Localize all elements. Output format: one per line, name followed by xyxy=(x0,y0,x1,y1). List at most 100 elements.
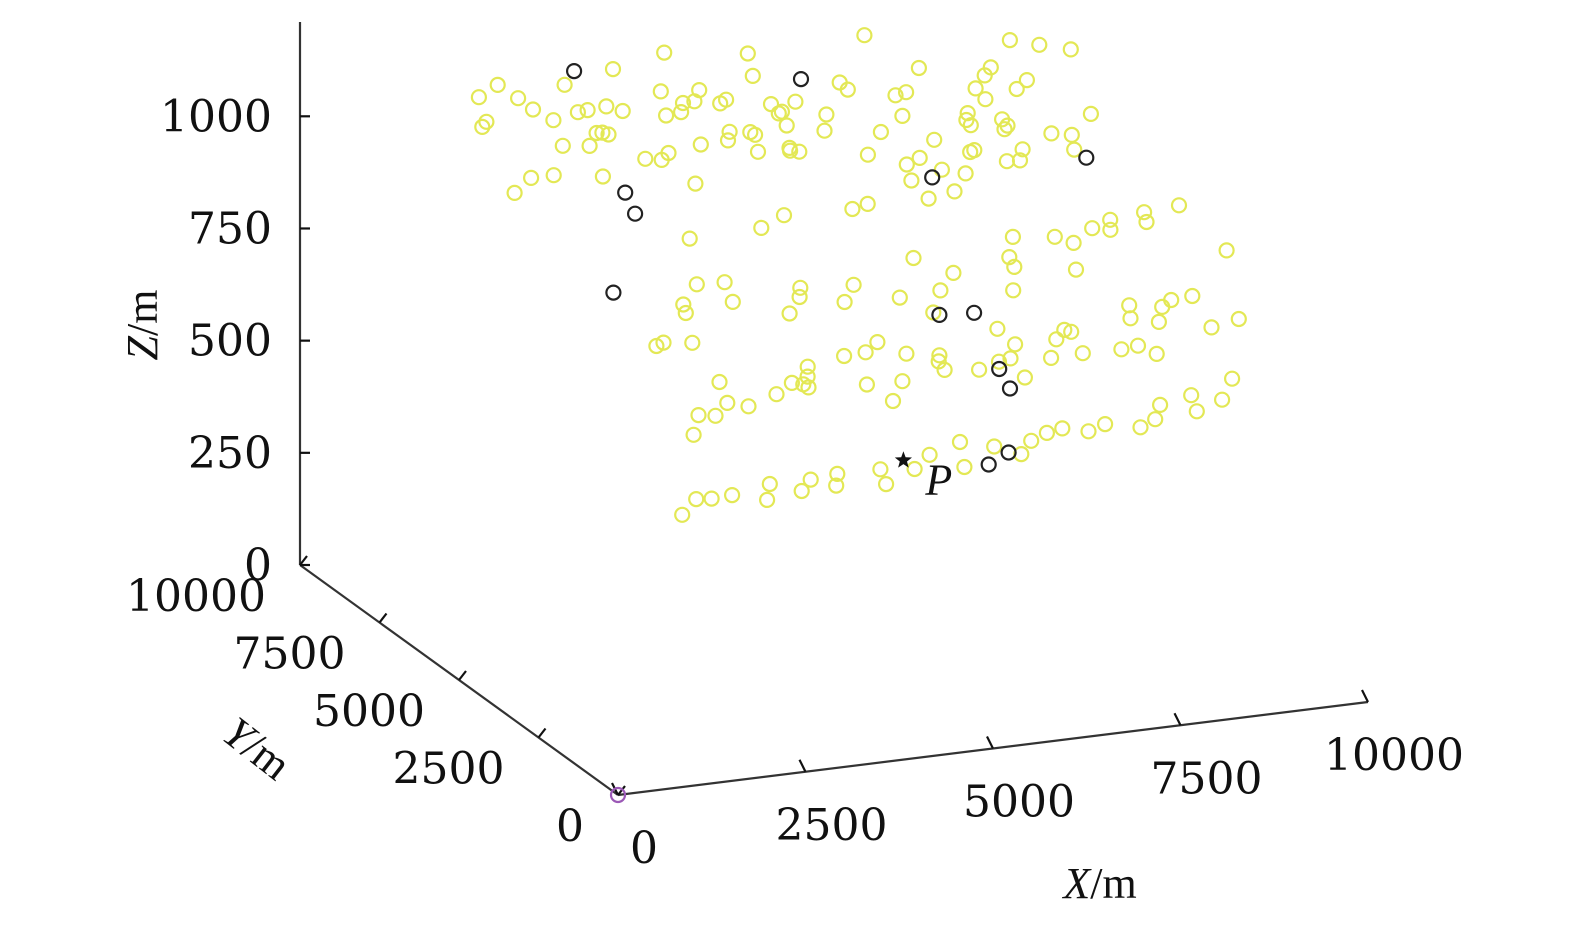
data-point xyxy=(924,169,941,186)
x-tick-mark xyxy=(1361,689,1369,703)
data-point xyxy=(1001,31,1019,49)
data-point xyxy=(773,103,791,120)
data-point xyxy=(793,482,810,500)
z-tick-label: 500 xyxy=(188,316,272,367)
tick-marks xyxy=(299,115,1369,796)
data-point xyxy=(844,200,861,218)
data-point xyxy=(684,334,701,351)
data-point xyxy=(1004,228,1022,245)
data-point xyxy=(856,27,873,44)
data-point xyxy=(993,111,1011,128)
data-point xyxy=(724,293,741,310)
data-point xyxy=(989,320,1006,337)
data-point xyxy=(690,407,707,424)
data-point xyxy=(762,95,780,113)
x-tick-label: 0 xyxy=(630,823,658,874)
data-point xyxy=(1183,387,1200,404)
data-point xyxy=(818,106,835,123)
data-point xyxy=(957,165,974,182)
data-point xyxy=(966,142,983,159)
data-point xyxy=(489,76,506,94)
data-point xyxy=(1170,197,1188,214)
y-tick-mark xyxy=(458,670,467,681)
data-point xyxy=(474,118,491,136)
data-point xyxy=(905,249,922,267)
data-point xyxy=(958,111,975,129)
z-tick-label: 0 xyxy=(244,540,272,591)
data-point xyxy=(677,304,694,322)
data-point xyxy=(1138,213,1155,231)
data-point xyxy=(609,786,627,804)
data-point xyxy=(781,142,799,159)
z-tick-label: 750 xyxy=(188,203,272,254)
y-tick-mark xyxy=(299,555,308,566)
data-point xyxy=(1218,242,1235,259)
data-point xyxy=(588,124,605,142)
data-point xyxy=(758,491,776,508)
z-axis-title-var: Z xyxy=(118,335,167,360)
data-point xyxy=(998,153,1016,170)
data-point xyxy=(1150,313,1168,330)
y-tick-mark xyxy=(378,612,388,624)
data-point xyxy=(506,184,523,201)
data-point xyxy=(956,458,973,476)
data-point xyxy=(744,67,761,85)
data-point xyxy=(959,104,976,122)
data-point xyxy=(1005,282,1022,299)
data-point xyxy=(872,461,889,478)
data-point xyxy=(845,276,862,293)
data-point xyxy=(1084,220,1101,237)
data-point xyxy=(970,361,988,378)
data-point xyxy=(903,172,920,189)
data-point xyxy=(655,334,672,351)
data-point xyxy=(1000,444,1017,461)
data-point xyxy=(721,123,738,140)
data-point xyxy=(1147,411,1164,428)
data-point xyxy=(1129,337,1147,354)
data-point xyxy=(565,62,583,80)
data-point xyxy=(717,91,735,108)
data-point xyxy=(674,94,692,112)
annotations: P xyxy=(894,451,952,504)
series-0 xyxy=(470,27,1247,523)
data-point xyxy=(1023,432,1040,449)
data-point xyxy=(990,353,1008,370)
data-point xyxy=(626,205,644,222)
data-point xyxy=(470,89,487,106)
data-points xyxy=(470,27,1247,804)
data-point xyxy=(1067,261,1085,278)
data-point xyxy=(746,126,764,143)
data-point xyxy=(753,219,770,236)
data-point xyxy=(739,45,756,62)
data-point xyxy=(869,334,886,351)
data-point xyxy=(795,376,812,393)
data-point xyxy=(906,460,923,478)
data-point xyxy=(1102,211,1119,228)
data-point xyxy=(1096,416,1114,433)
data-point xyxy=(831,74,848,91)
data-point xyxy=(598,98,615,115)
data-point xyxy=(478,113,495,130)
x-axis-title-unit: /m xyxy=(1090,859,1136,908)
data-point xyxy=(579,101,596,119)
data-point xyxy=(836,293,853,311)
data-point xyxy=(1062,41,1079,58)
x-tick-mark xyxy=(986,736,994,749)
data-point xyxy=(688,276,705,293)
data-point xyxy=(1001,380,1019,397)
data-point xyxy=(740,398,757,415)
data-point xyxy=(936,361,953,378)
data-point xyxy=(829,465,846,482)
data-point xyxy=(545,167,562,184)
data-point xyxy=(933,161,951,178)
data-point xyxy=(1046,228,1063,245)
series-2 xyxy=(609,786,627,804)
data-point xyxy=(799,358,816,375)
data-point xyxy=(897,84,915,101)
data-point xyxy=(1203,319,1220,336)
data-point xyxy=(524,101,542,118)
data-point xyxy=(894,373,911,390)
data-point xyxy=(749,143,767,160)
data-point xyxy=(965,304,983,321)
